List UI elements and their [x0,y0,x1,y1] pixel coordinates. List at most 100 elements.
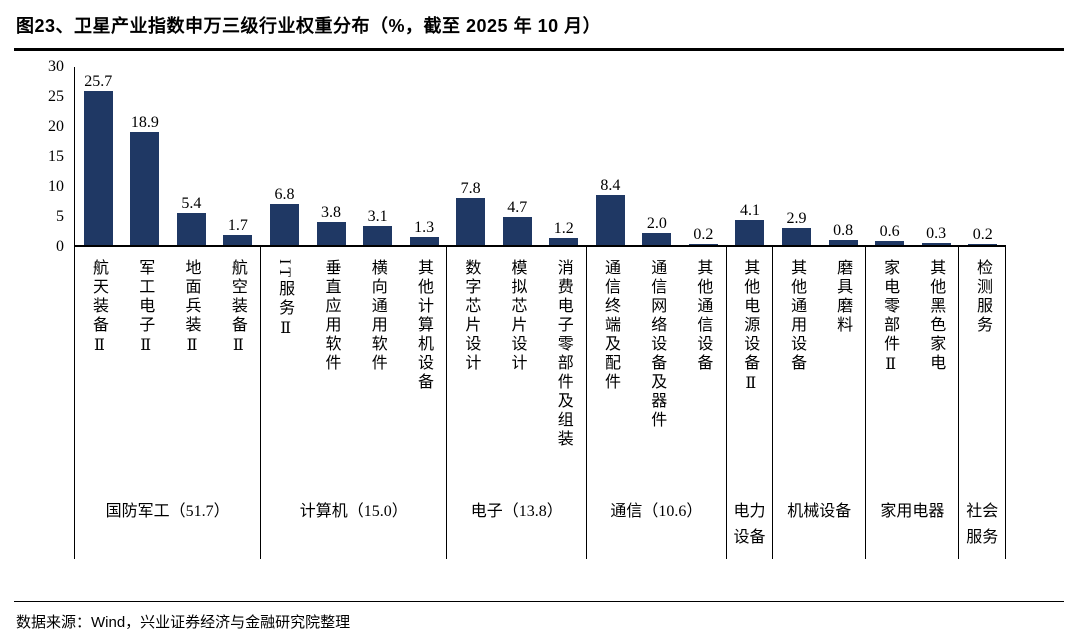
category-labels-row: 航天装备Ⅱ 军工电子Ⅱ 地面兵装Ⅱ 航空装备Ⅱ [75,247,260,499]
chart-group: 7.8 4.7 1.2 数字芯片设计 模拟芯片设计 消费电子零部件及组装 电子（13.8） [447,67,588,559]
bar [921,243,951,245]
bar-value-label: 3.1 [367,208,388,226]
bar-value-label: 1.7 [227,216,248,234]
bar-value-label: 2.0 [646,215,667,232]
group-label-area: 其他电源设备Ⅱ 电力设备 [727,247,774,559]
bar-column: 6.8 [261,67,308,245]
bar-chart: 0 5 10 15 20 25 30 25.7 18.9 5.4 1.7 航天装备Ⅱ 军工电子Ⅱ 地面兵… [14,58,1064,559]
category-label: 数字芯片设计 [447,247,493,499]
bar-value-label: 7.8 [460,180,481,198]
bar-value-label: 0.6 [879,223,900,241]
bar-value-label: 0.2 [972,225,993,243]
bar-column: 4.1 [727,67,774,245]
bars-row: 0.6 0.3 [866,67,960,247]
bar-column: 0.3 [913,67,960,245]
category-label: 通信网络设备及器件 [633,247,679,499]
category-label-text: 其他通信设备 [694,259,712,373]
category-label: 其他通信设备 [680,247,726,499]
category-label-text: 其他电源设备Ⅱ [741,259,759,395]
group-label-area: 数字芯片设计 模拟芯片设计 消费电子零部件及组装 电子（13.8） [447,247,588,559]
category-label-text: 通信终端及配件 [601,259,619,392]
bar [409,237,439,245]
bar-column: 1.3 [401,67,448,245]
bar-value-label: 0.3 [926,225,947,243]
bar-value-label: 5.4 [181,194,202,212]
category-label-text: 军工电子Ⅱ [136,259,154,357]
y-tick-label: 10 [48,178,64,195]
chart-group: 8.4 2.0 0.2 通信终端及配件 通信网络设备及器件 其他通信设备通信（10.6） [587,67,727,559]
bar [875,241,905,245]
category-label: 横向通用软件 [354,247,400,499]
category-label: 航天装备Ⅱ [75,247,121,499]
category-label-text: 通信网络设备及器件 [648,259,666,430]
bar-value-label: 0.8 [833,222,854,240]
y-tick-label: 30 [48,58,64,75]
chart-title: 图23、卫星产业指数申万三级行业权重分布（%，截至 2025 年 10 月） [14,8,1064,51]
bar [130,131,160,245]
category-label: 其他通用设备 [773,247,819,499]
y-axis: 0 5 10 15 20 25 30 [14,58,74,255]
category-label: 检测服务 [959,247,1005,499]
bar [642,233,672,245]
category-label: 其他黑色家电 [912,247,958,499]
bar [502,216,532,245]
bar-column: 3.8 [308,67,355,245]
category-label: 通信终端及配件 [587,247,633,499]
bar-column: 7.8 [447,67,494,245]
category-label-text: 数字芯片设计 [462,259,480,373]
bar [269,204,299,245]
category-label-text: 横向通用软件 [368,259,386,373]
bar-value-label: 6.8 [274,186,295,204]
bar [316,222,346,245]
category-labels-row: 通信终端及配件 通信网络设备及器件 其他通信设备 [587,247,726,499]
bar-value-label: 2.9 [786,209,807,227]
bar [456,198,486,245]
industry-group-label: 国防军工（51.7） [105,503,230,520]
category-label: 地面兵装Ⅱ [168,247,214,499]
bar-column: 8.4 [587,67,634,245]
category-label-text: 其他通用设备 [788,259,806,373]
chart-group: 0.6 0.3 家电零部件Ⅱ 其他黑色家电家用电器 [866,67,960,559]
category-label-text: IT服务Ⅱ [276,259,294,341]
y-tick-label: 20 [48,118,64,135]
bar-column: 0.8 [820,67,867,245]
plot-area: 25.7 18.9 5.4 1.7 航天装备Ⅱ 军工电子Ⅱ 地面兵装Ⅱ 航空装备Ⅱ 国防军工（5… [74,67,1006,559]
bar-column: 18.9 [122,67,169,245]
category-label-text: 地面兵装Ⅱ [182,259,200,357]
bar [782,227,812,245]
category-labels-row: 检测服务 [959,247,1005,499]
category-label: 磨具磨料 [819,247,865,499]
chart-group: 2.9 0.8 其他通用设备 磨具磨料 机械设备 [773,67,867,559]
bar-value-label: 4.7 [507,198,528,216]
category-label: 军工电子Ⅱ [121,247,167,499]
category-label-text: 其他计算机设备 [415,259,433,392]
chart-group: 25.7 18.9 5.4 1.7 航天装备Ⅱ 军工电子Ⅱ 地面兵装Ⅱ 航空装备Ⅱ 国防军工（5… [75,67,262,559]
industry-group-label: 计算机（15.0） [299,503,408,520]
bars-row: 2.9 0.8 [773,67,867,247]
category-label: 其他计算机设备 [400,247,446,499]
bar-value-label: 3.8 [321,204,342,222]
bars-row: 25.7 18.9 5.4 1.7 [75,67,262,247]
category-labels-row: 其他电源设备Ⅱ [727,247,773,499]
y-tick-label: 15 [48,148,64,165]
industry-group-label: 通信（10.6） [610,503,703,520]
bar-value-label: 1.2 [553,219,574,237]
category-label: 垂直应用软件 [308,247,354,499]
category-label-text: 消费电子零部件及组装 [554,259,572,449]
category-label-text: 家电零部件Ⅱ [881,259,899,376]
bar [223,234,253,245]
group-label-area: IT服务Ⅱ 垂直应用软件 横向通用软件 其他计算机设备计算机（15.0） [261,247,448,559]
bars-row: 4.1 [726,67,774,247]
bar-column: 0.2 [680,67,727,245]
category-label-text: 检测服务 [974,259,992,335]
group-label-area: 检测服务 社会服务 [959,247,1006,559]
industry-group-label: 家用电器 [880,503,945,520]
category-labels-row: 家电零部件Ⅱ 其他黑色家电 [866,247,958,499]
category-label: 航空装备Ⅱ [214,247,260,499]
y-tick-label: 0 [56,238,64,255]
category-label-text: 磨具磨料 [834,259,852,335]
bar-column: 5.4 [168,67,215,245]
group-label-area: 航天装备Ⅱ 军工电子Ⅱ 地面兵装Ⅱ 航空装备Ⅱ 国防军工（51.7） [75,247,262,559]
bar-column: 0.2 [959,67,1006,245]
